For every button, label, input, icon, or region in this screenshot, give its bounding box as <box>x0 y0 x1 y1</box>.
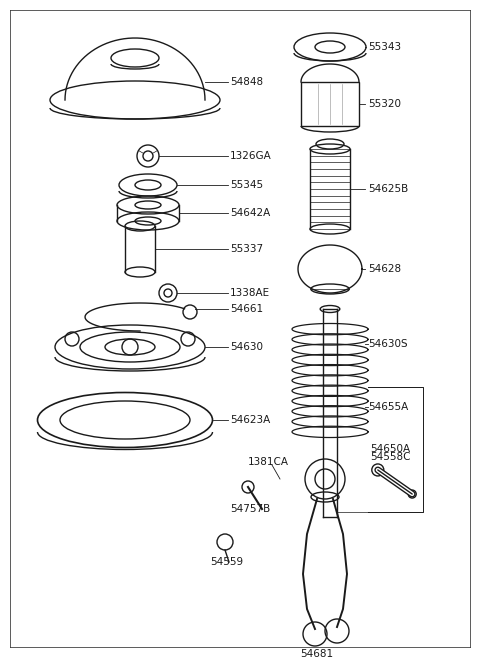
Text: 55337: 55337 <box>230 244 263 254</box>
Text: 1338AE: 1338AE <box>230 288 270 298</box>
Text: 54848: 54848 <box>230 77 263 87</box>
Text: 54681: 54681 <box>300 649 334 657</box>
Text: 54757B: 54757B <box>230 504 270 514</box>
Text: 54642A: 54642A <box>230 208 270 218</box>
Text: 54625B: 54625B <box>368 184 408 194</box>
Text: 55345: 55345 <box>230 180 263 190</box>
Text: 54558C: 54558C <box>370 452 410 462</box>
Bar <box>301 82 359 126</box>
Text: 55320: 55320 <box>368 99 401 109</box>
Text: 54630: 54630 <box>230 342 263 352</box>
Text: 54655A: 54655A <box>368 402 408 412</box>
Text: 54559: 54559 <box>210 557 243 567</box>
Text: 55343: 55343 <box>368 42 401 52</box>
Text: 54628: 54628 <box>368 264 401 274</box>
Text: 54661: 54661 <box>230 304 263 314</box>
Text: 54630S: 54630S <box>368 339 408 349</box>
Text: 54650A: 54650A <box>370 445 410 455</box>
Text: 1381CA: 1381CA <box>248 457 289 467</box>
Text: 54623A: 54623A <box>230 415 270 425</box>
Text: 1326GA: 1326GA <box>230 151 272 161</box>
